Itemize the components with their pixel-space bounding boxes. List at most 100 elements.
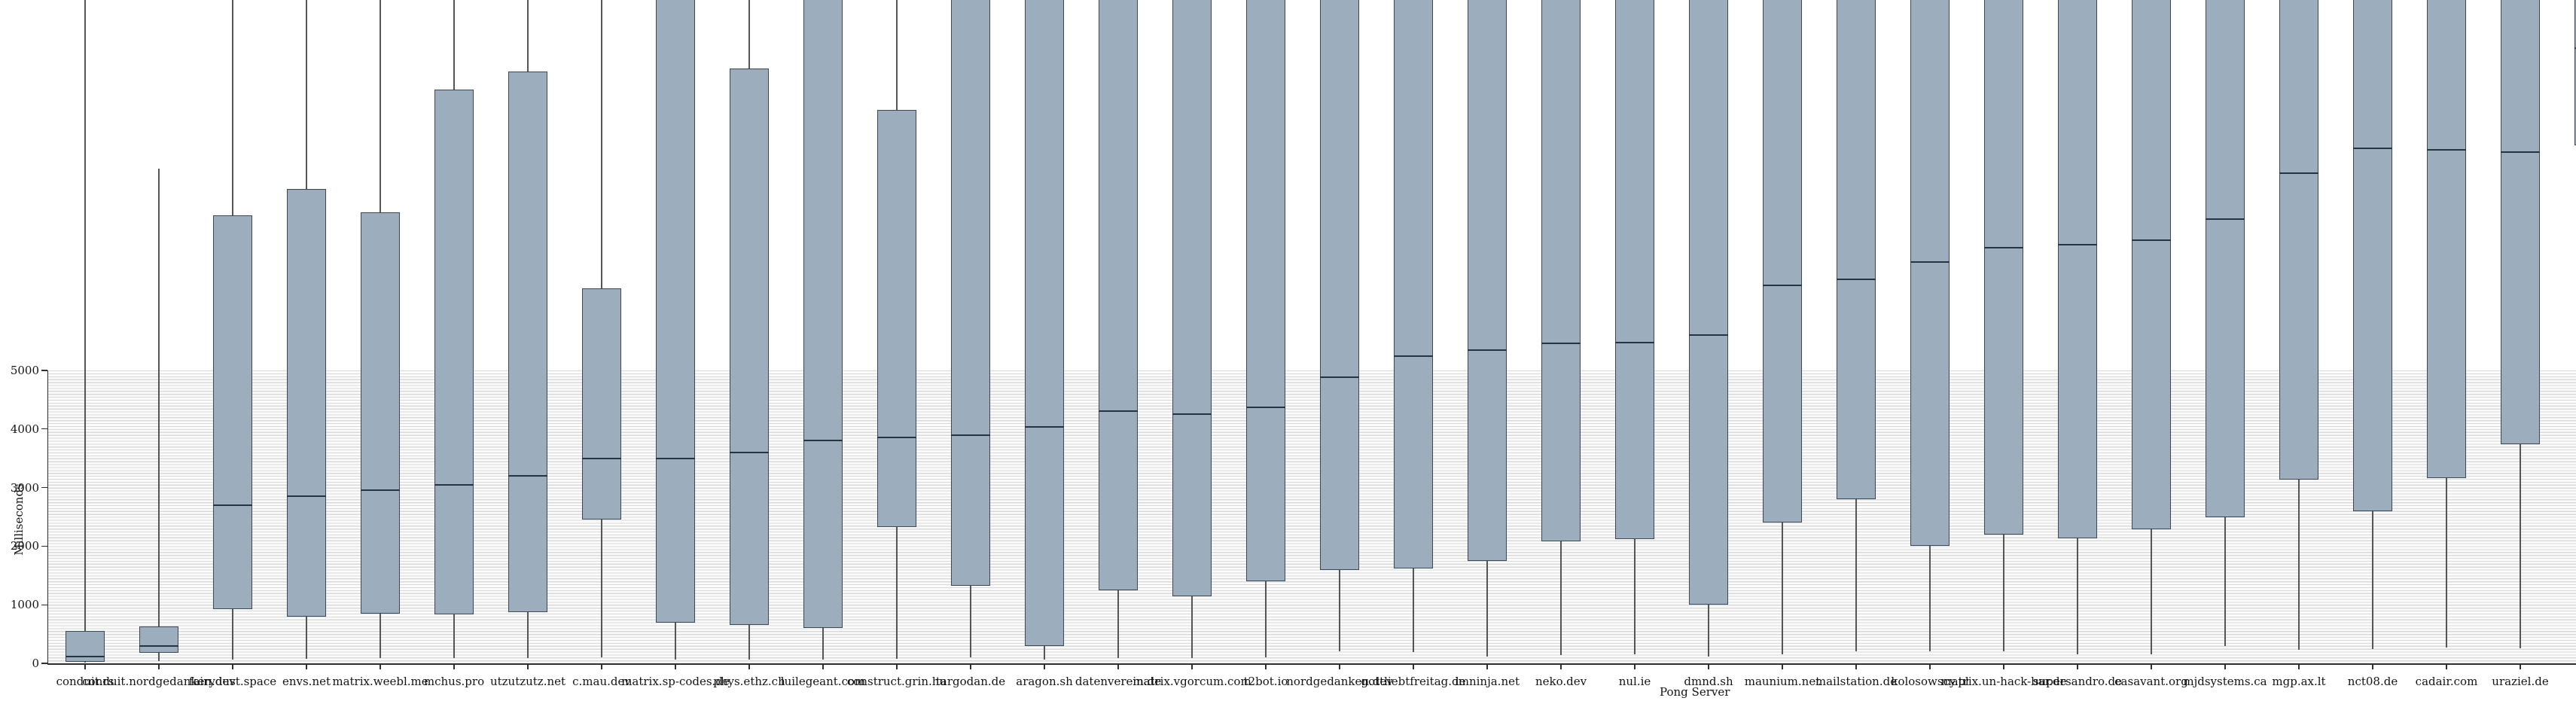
category-label-mailstation.de: mailstation.de xyxy=(1815,675,1898,688)
x-tick-mark-mgp.ax.lt xyxy=(2298,663,2300,669)
category-label-matrix.vgorcum.com: matrix.vgorcum.com xyxy=(1133,675,1251,688)
x-tick-mark-nordgedanken.dev xyxy=(1339,663,1340,669)
category-label-kolosowscy.pl: kolosowscy.pl xyxy=(1891,675,1969,688)
median-line-t2bot.io xyxy=(1246,407,1285,408)
box-envs.net xyxy=(287,188,326,617)
median-line-nct08.de xyxy=(2353,148,2392,150)
box-nct08.de xyxy=(2353,0,2392,511)
x-tick-mark-c.mau.dev xyxy=(601,663,602,669)
median-line-conduit.nordgedanken.dev xyxy=(139,645,178,647)
median-line-datenverein.de xyxy=(1099,410,1138,413)
box-datenverein.de xyxy=(1099,0,1138,590)
median-line-construct.grin.hu xyxy=(877,437,916,439)
median-line-gottliebtfreitag.de xyxy=(1394,355,1433,358)
box-nordgedanken.dev xyxy=(1320,0,1359,570)
y-tick-mark-3000 xyxy=(41,487,47,489)
category-label-fairydust.space: fairydust.space xyxy=(188,675,277,688)
category-label-utzutzutz.net: utzutzutz.net xyxy=(489,675,566,688)
x-tick-mark-dmnd.sh xyxy=(1708,663,1709,669)
x-tick-mark-nct08.de xyxy=(2372,663,2373,669)
box-luilegeant.com xyxy=(803,0,843,629)
category-label-envs.net: envs.net xyxy=(282,675,331,688)
median-line-cadair.com xyxy=(2427,149,2466,151)
x-tick-mark-matrix.vgorcum.com xyxy=(1191,663,1193,669)
x-tick-mark-matrix.un-hack-bar.de xyxy=(2003,663,2004,669)
box-c.mau.dev xyxy=(582,288,621,520)
box-casavant.org xyxy=(2132,0,2171,529)
median-line-phys.ethz.ch xyxy=(730,451,769,453)
x-tick-mark-conduit.rs xyxy=(84,663,86,669)
x-tick-mark-mjdsystems.ca xyxy=(2224,663,2226,669)
median-line-mgp.ax.lt xyxy=(2279,172,2318,174)
category-label-neko.dev: neko.dev xyxy=(1535,675,1587,688)
box-uraziel.de xyxy=(2501,0,2540,445)
box-utzutzutz.net xyxy=(508,72,547,613)
box-neko.dev xyxy=(1541,0,1581,542)
median-line-mailstation.de xyxy=(1837,279,1876,281)
median-line-supersandro.de xyxy=(2058,243,2097,245)
box-targodan.de xyxy=(951,0,990,586)
median-line-utzutzutz.net xyxy=(508,475,547,477)
box-gottliebtfreitag.de xyxy=(1394,0,1433,568)
box-cadair.com xyxy=(2427,0,2466,479)
category-label-maunium.net: maunium.net xyxy=(1744,675,1821,688)
median-line-matrix.vgorcum.com xyxy=(1172,413,1212,415)
y-tick-label-3000: 3000 xyxy=(10,480,39,495)
whisker-conduit.rs xyxy=(84,0,86,663)
median-line-c.mau.dev xyxy=(582,457,621,459)
x-tick-mark-imninja.net xyxy=(1486,663,1488,669)
median-line-conduit.rs xyxy=(66,655,105,657)
median-line-mjdsystems.ca xyxy=(2206,218,2245,221)
category-label-gottliebtfreitag.de: gottliebtfreitag.de xyxy=(1361,675,1466,688)
x-tick-mark-neko.dev xyxy=(1560,663,1562,669)
box-conduit.nordgedanken.dev xyxy=(139,626,178,653)
box-matrix.weebl.me xyxy=(361,212,400,614)
y-tick-mark-2000 xyxy=(41,545,47,547)
x-tick-mark-luilegeant.com xyxy=(822,663,824,669)
category-label-phys.ethz.ch: phys.ethz.ch xyxy=(713,675,785,688)
median-line-nul.ie xyxy=(1615,341,1654,343)
category-label-uraziel.de: uraziel.de xyxy=(2492,675,2549,688)
x-tick-mark-phys.ethz.ch xyxy=(748,663,750,669)
median-line-fairydust.space xyxy=(213,504,252,506)
category-label-nul.ie: nul.ie xyxy=(1618,675,1651,688)
box-imninja.net xyxy=(1468,0,1507,561)
box-supersandro.de xyxy=(2058,0,2097,538)
minor-gridline-stripe-band xyxy=(48,370,2576,663)
x-tick-mark-targodan.de xyxy=(970,663,971,669)
category-label-datenverein.de: datenverein.de xyxy=(1075,675,1162,688)
x-tick-mark-t2bot.io xyxy=(1265,663,1267,669)
box-mailstation.de xyxy=(1837,0,1876,500)
x-tick-mark-mchus.pro xyxy=(453,663,455,669)
box-t2bot.io xyxy=(1246,0,1285,582)
y-tick-mark-4000 xyxy=(41,428,47,430)
category-label-supersandro.de: supersandro.de xyxy=(2032,675,2123,688)
median-line-neko.dev xyxy=(1541,343,1581,345)
median-line-matrix.sp-codes.de xyxy=(656,457,695,459)
category-label-imninja.net: imninja.net xyxy=(1454,675,1520,688)
category-label-conduit.rs: conduit.rs xyxy=(56,675,114,688)
median-line-partial-35 xyxy=(2574,47,2576,50)
median-line-matrix.un-hack-bar.de xyxy=(1984,246,2023,248)
box-kolosowscy.pl xyxy=(1910,0,1950,547)
y-tick-label-0: 0 xyxy=(32,657,39,670)
y-axis-line xyxy=(47,370,48,664)
x-tick-mark-kolosowscy.pl xyxy=(1929,663,1931,669)
category-label-aragon.sh: aragon.sh xyxy=(1016,675,1073,688)
median-line-matrix.weebl.me xyxy=(361,489,400,492)
x-tick-mark-supersandro.de xyxy=(2077,663,2078,669)
y-tick-label-1000: 1000 xyxy=(10,598,39,612)
category-label-mgp.ax.lt: mgp.ax.lt xyxy=(2272,675,2326,688)
category-label-mjdsystems.ca: mjdsystems.ca xyxy=(2183,675,2267,688)
median-line-imninja.net xyxy=(1468,349,1507,351)
category-label-casavant.org: casavant.org xyxy=(2114,675,2188,688)
category-label-nordgedanken.dev: nordgedanken.dev xyxy=(1286,675,1393,688)
box-nul.ie xyxy=(1615,0,1654,540)
category-label-targodan.de: targodan.de xyxy=(935,675,1006,688)
x-tick-mark-mailstation.de xyxy=(1855,663,1857,669)
median-line-luilegeant.com xyxy=(803,440,843,442)
median-line-aragon.sh xyxy=(1025,425,1064,428)
box-phys.ethz.ch xyxy=(730,69,769,626)
